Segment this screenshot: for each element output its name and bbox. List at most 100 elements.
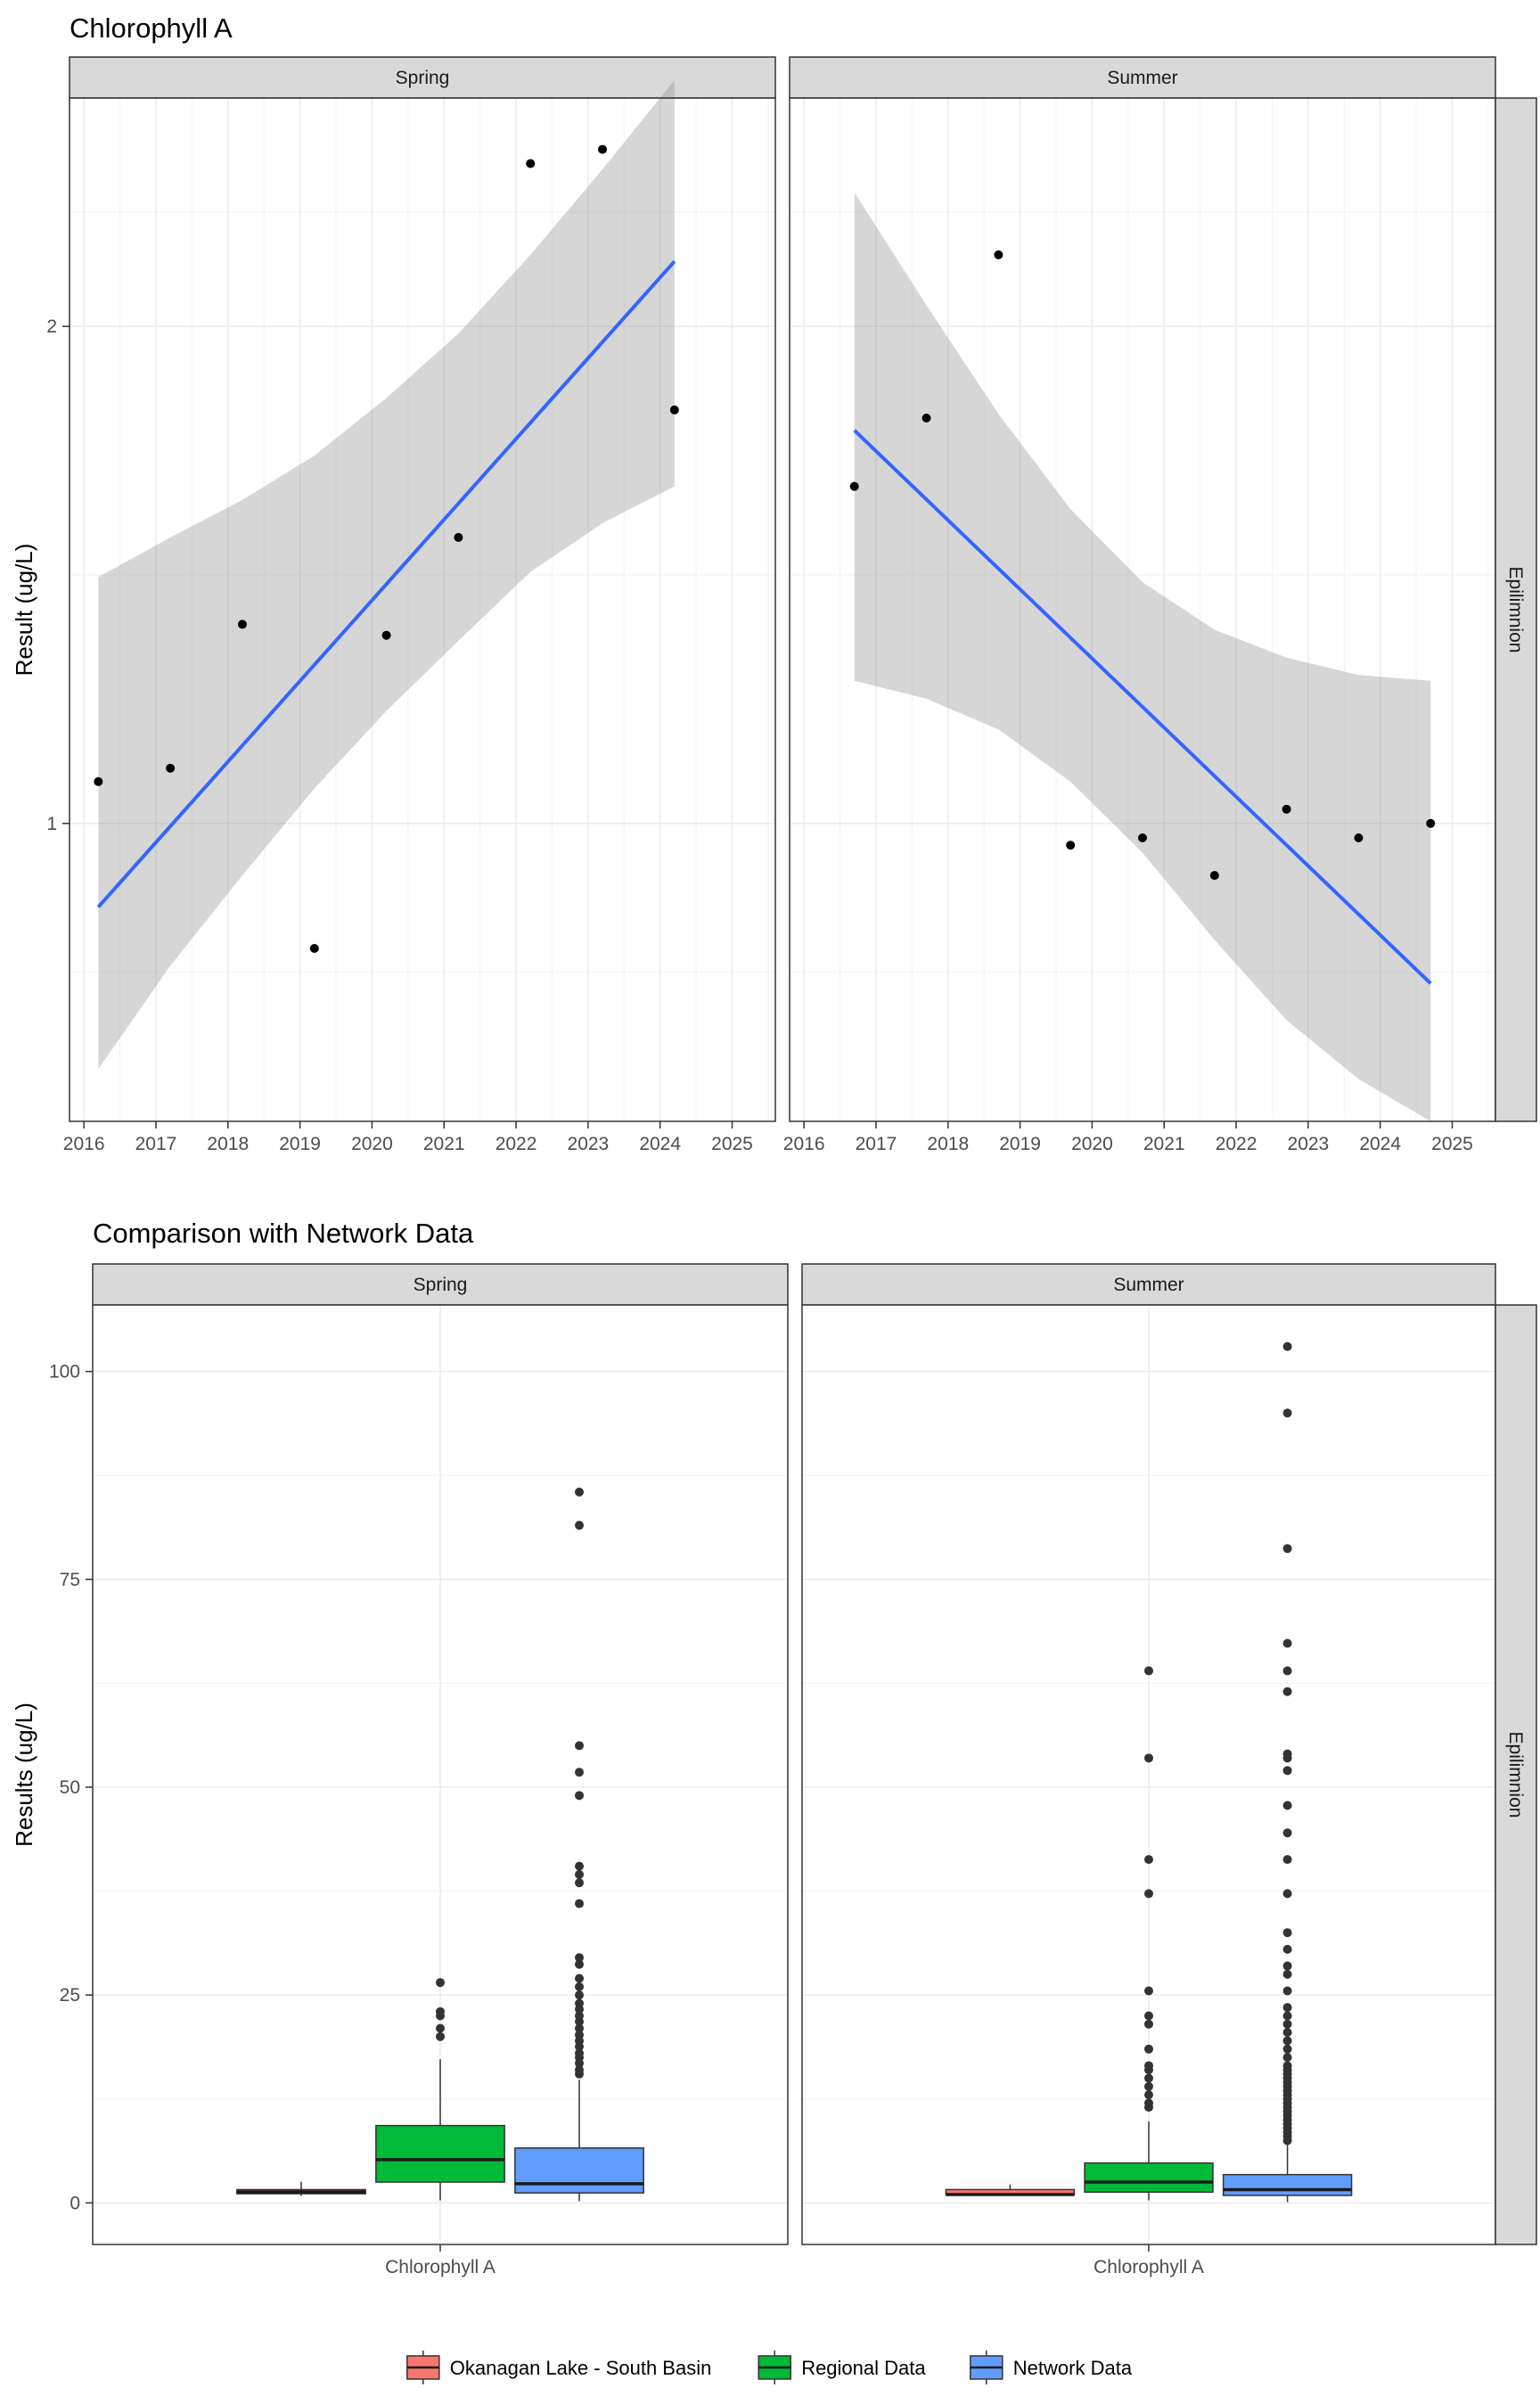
outlier-point [436, 2006, 445, 2016]
outlier-point [575, 1953, 584, 1963]
data-point [454, 532, 463, 542]
data-point [922, 414, 931, 423]
outlier-point [1282, 1944, 1292, 1954]
outlier-point [1282, 1961, 1292, 1971]
box [375, 2124, 505, 2183]
gridlines [790, 98, 1495, 1121]
facet-panel-summer: Summer 2016 2017 2018 2019 2020 2021 2022 2023 2… [783, 56, 1496, 1154]
facet-strip [69, 56, 776, 99]
x-tick-label: 2017 [856, 1134, 897, 1154]
data-point [381, 630, 391, 640]
y-tick-label: 75 [60, 1570, 80, 1590]
data-point [669, 405, 679, 414]
data-point [994, 250, 1003, 259]
outlier-point [436, 2023, 445, 2033]
outlier-point [1144, 2073, 1153, 2083]
outlier-point [575, 2048, 584, 2058]
outlier-point [575, 1973, 584, 1983]
outlier-point [1144, 2011, 1153, 2021]
outlier-point [575, 1998, 584, 2008]
outlier-point [1144, 2044, 1153, 2054]
x-tick-label: 2022 [1216, 1134, 1257, 1154]
outlier-point [575, 1899, 584, 1908]
outlier-point [1282, 1969, 1292, 1979]
outlier-point [1282, 1766, 1292, 1776]
outlier-point [1144, 1986, 1153, 1996]
box [1222, 2173, 1353, 2196]
panel-background [70, 98, 775, 1121]
x-tick-label: 2019 [279, 1134, 321, 1154]
outlier-point [1282, 1801, 1292, 1810]
x-tick-label: 2024 [639, 1134, 681, 1154]
facet-panel-spring: Spring 2016 2017 2018 2019 2020 2021 2022 2023 2… [63, 56, 776, 1154]
data-point [1209, 871, 1219, 881]
outlier-point [575, 2023, 584, 2033]
x-axis: 2016 2017 2018 2019 2020 2021 2022 2023 2024 2025 [63, 1121, 753, 1154]
data-point [526, 159, 536, 168]
x-tick-label: 2017 [135, 1134, 177, 1154]
plot-area [849, 193, 1436, 1121]
y-tick-label: 0 [70, 2193, 80, 2213]
panel-border [69, 97, 776, 1122]
facet-strip [801, 1263, 1496, 1306]
legend-label: Network Data [1013, 2357, 1133, 2379]
x-tick-label: 2019 [999, 1134, 1041, 1154]
y-tick-label: 50 [60, 1777, 80, 1798]
outlier-point [575, 1791, 584, 1801]
data-point [849, 481, 859, 491]
x-tick-label: 2016 [783, 1134, 825, 1154]
row-strip: Epilimnion [1495, 97, 1537, 1122]
outlier-point [1144, 1855, 1153, 1865]
row-strip-label: Epilimnion [1505, 567, 1526, 653]
outlier-point [1144, 1666, 1153, 1676]
chart-scatter: Chlorophyll A Spring 2016 2017 2018 2019 202… [11, 12, 1537, 1154]
data-point [309, 944, 319, 954]
chart-boxplot: Comparison with Network Data Spring Chlo… [11, 1218, 1537, 2277]
plot-area [236, 1487, 644, 2202]
outlier-point [1282, 2044, 1292, 2054]
outlier-point [1282, 1544, 1292, 1554]
outlier-point [1282, 2036, 1292, 2046]
outlier-point [436, 1978, 445, 1988]
data-point [598, 144, 608, 154]
outlier-point [575, 1990, 584, 2000]
facet-panel-summer: Summer Chlorophyll A [801, 1263, 1496, 2277]
outlier-point [1282, 2003, 1292, 2013]
outlier-point [1282, 2053, 1292, 2063]
x-tick-label: 2025 [711, 1134, 753, 1154]
x-tick-label: 2021 [1143, 1134, 1185, 1154]
data-point [237, 620, 247, 629]
plot-area [945, 1342, 1353, 2203]
outlier-point [575, 1878, 584, 1888]
outlier-point [575, 1959, 584, 1969]
x-tick-label: 2020 [1071, 1134, 1113, 1154]
row-strip: Epilimnion [1495, 1304, 1537, 2245]
outlier-point [1282, 2011, 1292, 2021]
outlier-point [575, 1741, 584, 1751]
facet-strip-label: Summer [1107, 68, 1177, 88]
facet-panel-spring: Spring Chlorophyll A [92, 1263, 789, 2277]
legend-label: Regional Data [801, 2357, 926, 2379]
chart-title: Comparison with Network Data [93, 1218, 474, 1249]
confidence-band [98, 79, 675, 1070]
outlier-point [1282, 1638, 1292, 1648]
outlier-point [1144, 1889, 1153, 1899]
data-point [1282, 804, 1291, 814]
outlier-point [1282, 1749, 1292, 1759]
y-tick-label: 100 [49, 1362, 80, 1383]
data-point [1354, 833, 1364, 843]
outlier-point [575, 2065, 584, 2075]
facet-strip [92, 1263, 789, 1306]
outlier-point [1282, 1855, 1292, 1865]
outlier-point [1144, 2061, 1153, 2071]
outlier-point [1282, 1828, 1292, 1838]
outlier-point [1282, 1928, 1292, 1938]
confidence-band [854, 193, 1431, 1121]
outlier-point [1282, 1686, 1292, 1696]
box [1084, 2162, 1214, 2193]
outlier-point [1282, 2019, 1292, 2029]
y-axis: 12 [46, 316, 70, 834]
x-axis: 2016 2017 2018 2019 2020 2021 2022 2023 2024 2025 [783, 1121, 1473, 1154]
x-tick-label: 2018 [927, 1134, 969, 1154]
